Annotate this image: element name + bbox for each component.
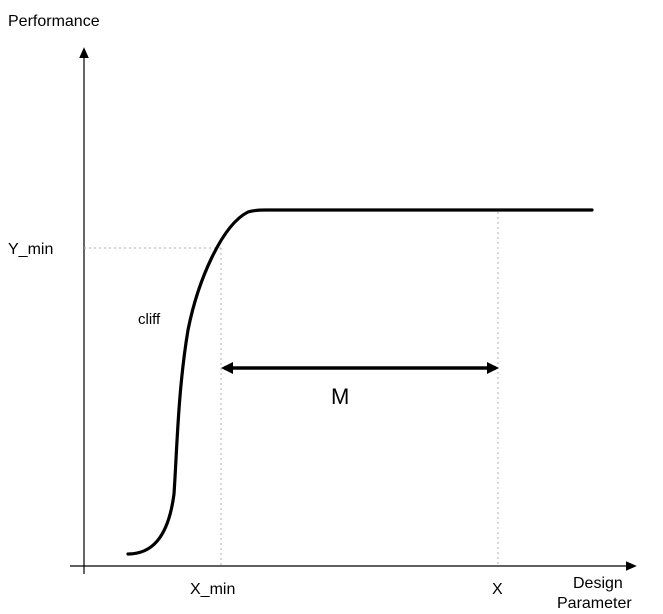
x-label: X [492, 581, 503, 598]
y-min-label: Y_min [8, 241, 53, 258]
x-axis-label-line2: Parameter [557, 595, 632, 612]
x-min-label: X_min [190, 581, 235, 598]
y-axis-label: Performance [8, 13, 100, 30]
performance-curve [126, 208, 594, 556]
margin-label: M [331, 384, 349, 409]
x-axis-label-line1: Design [573, 575, 623, 592]
cliff-label: cliff [138, 311, 161, 328]
